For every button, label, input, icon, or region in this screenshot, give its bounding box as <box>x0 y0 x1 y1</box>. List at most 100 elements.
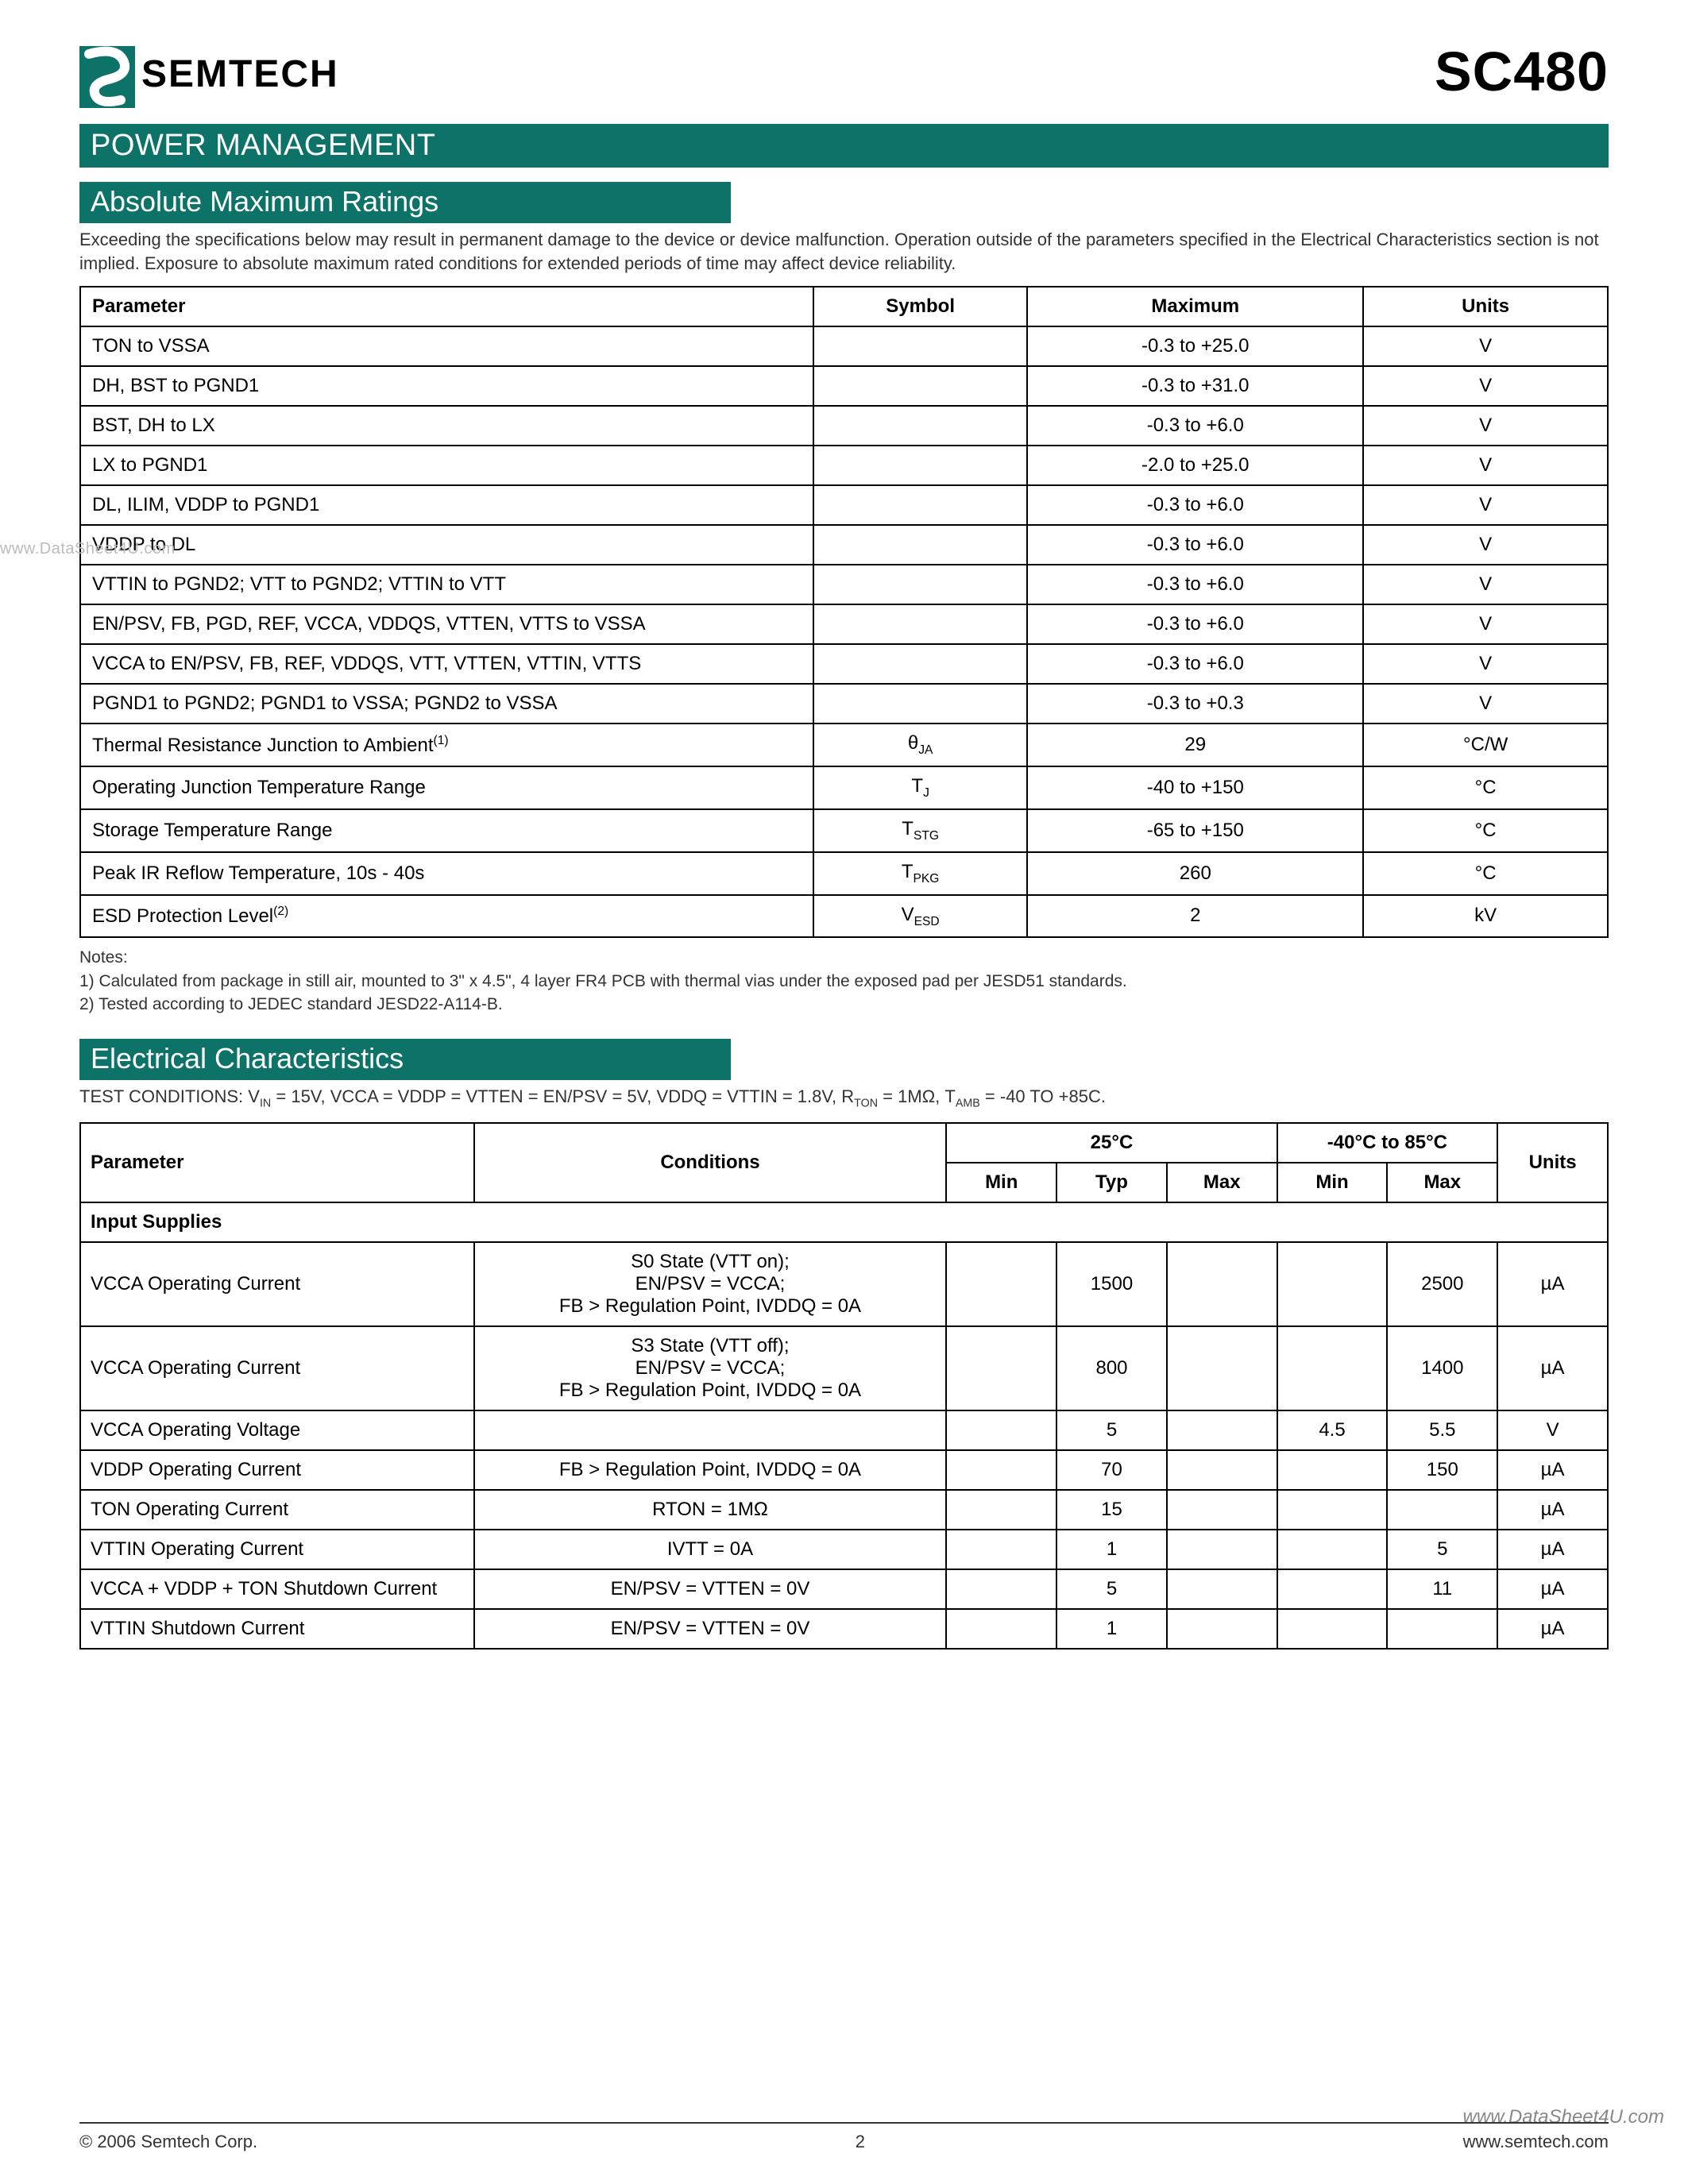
ec-min25-cell <box>946 1569 1056 1609</box>
ec-conditions-cell: FB > Regulation Point, IVDDQ = 0A <box>474 1450 947 1490</box>
amr-col-maximum: Maximum <box>1027 287 1363 326</box>
amr-max-cell: -0.3 to +6.0 <box>1027 485 1363 525</box>
ec-table: Parameter Conditions 25°C -40°C to 85°C … <box>79 1122 1609 1650</box>
ec-parameter-cell: VTTIN Shutdown Current <box>80 1609 474 1649</box>
amr-max-cell: -0.3 to +6.0 <box>1027 525 1363 565</box>
table-row: VDDP to DL-0.3 to +6.0V <box>80 525 1608 565</box>
amr-max-cell: -0.3 to +31.0 <box>1027 366 1363 406</box>
table-row: VCCA to EN/PSV, FB, REF, VDDQS, VTT, VTT… <box>80 644 1608 684</box>
ec-parameter-cell: VCCA Operating Current <box>80 1326 474 1410</box>
table-row: VTTIN to PGND2; VTT to PGND2; VTTIN to V… <box>80 565 1608 604</box>
ec-maxr-cell: 11 <box>1387 1569 1497 1609</box>
table-row: Peak IR Reflow Temperature, 10s - 40sTPK… <box>80 852 1608 895</box>
amr-units-cell: kV <box>1363 895 1608 938</box>
amr-units-cell: V <box>1363 446 1608 485</box>
footer-url: www.semtech.com <box>1463 2132 1609 2152</box>
ec-col-conditions: Conditions <box>474 1123 947 1202</box>
amr-units-cell: V <box>1363 604 1608 644</box>
amr-units-cell: V <box>1363 485 1608 525</box>
ec-col-25c: 25°C <box>946 1123 1277 1163</box>
amr-parameter-cell: VTTIN to PGND2; VTT to PGND2; VTTIN to V… <box>80 565 813 604</box>
ec-max25-cell <box>1167 1326 1277 1410</box>
ec-parameter-cell: TON Operating Current <box>80 1490 474 1530</box>
amr-units-cell: V <box>1363 326 1608 366</box>
ec-parameter-cell: VCCA Operating Voltage <box>80 1410 474 1450</box>
table-row: Operating Junction Temperature RangeTJ-4… <box>80 766 1608 809</box>
table-row: EN/PSV, FB, PGD, REF, VCCA, VDDQS, VTTEN… <box>80 604 1608 644</box>
amr-symbol-cell <box>813 565 1027 604</box>
ec-maxr-cell <box>1387 1490 1497 1530</box>
amr-parameter-cell: TON to VSSA <box>80 326 813 366</box>
ec-typ25-cell: 15 <box>1056 1490 1167 1530</box>
table-row: TON to VSSA-0.3 to +25.0V <box>80 326 1608 366</box>
ec-units-cell: V <box>1497 1410 1608 1450</box>
ec-header-row1: Parameter Conditions 25°C -40°C to 85°C … <box>80 1123 1608 1163</box>
amr-units-cell: V <box>1363 565 1608 604</box>
amr-parameter-cell: ESD Protection Level(2) <box>80 895 813 938</box>
ec-conditions-cell: EN/PSV = VTTEN = 0V <box>474 1569 947 1609</box>
table-row: VTTIN Operating CurrentIVTT = 0A15µA <box>80 1530 1608 1569</box>
table-row: TON Operating CurrentRTON = 1MΩ15µA <box>80 1490 1608 1530</box>
ec-conditions-cell: S3 State (VTT off);EN/PSV = VCCA;FB > Re… <box>474 1326 947 1410</box>
ec-col-parameter: Parameter <box>80 1123 474 1202</box>
ec-units-cell: µA <box>1497 1569 1608 1609</box>
ec-units-cell: µA <box>1497 1326 1608 1410</box>
table-row: DH, BST to PGND1-0.3 to +31.0V <box>80 366 1608 406</box>
ec-col-units: Units <box>1497 1123 1608 1202</box>
amr-symbol-cell <box>813 684 1027 723</box>
table-row: Storage Temperature RangeTSTG-65 to +150… <box>80 809 1608 852</box>
ec-max25-cell <box>1167 1569 1277 1609</box>
amr-col-symbol: Symbol <box>813 287 1027 326</box>
amr-col-parameter: Parameter <box>80 287 813 326</box>
amr-symbol-cell <box>813 485 1027 525</box>
amr-symbol-cell: θJA <box>813 723 1027 766</box>
amr-col-units: Units <box>1363 287 1608 326</box>
amr-units-cell: V <box>1363 406 1608 446</box>
ec-minr-cell <box>1277 1530 1388 1569</box>
ec-parameter-cell: VCCA + VDDP + TON Shutdown Current <box>80 1569 474 1609</box>
ec-max25-cell <box>1167 1450 1277 1490</box>
watermark-left: www.DataSheet4U.com <box>0 540 176 558</box>
ec-col-typ25: Typ <box>1056 1163 1167 1202</box>
amr-max-cell: -0.3 to +6.0 <box>1027 644 1363 684</box>
amr-units-cell: V <box>1363 684 1608 723</box>
ec-minr-cell <box>1277 1242 1388 1326</box>
ec-units-cell: µA <box>1497 1242 1608 1326</box>
amr-parameter-cell: Storage Temperature Range <box>80 809 813 852</box>
ec-conditions-cell: S0 State (VTT on);EN/PSV = VCCA;FB > Reg… <box>474 1242 947 1326</box>
amr-symbol-cell <box>813 604 1027 644</box>
ec-maxr-cell: 2500 <box>1387 1242 1497 1326</box>
ec-typ25-cell: 5 <box>1056 1569 1167 1609</box>
table-row: Thermal Resistance Junction to Ambient(1… <box>80 723 1608 766</box>
ec-minr-cell: 4.5 <box>1277 1410 1388 1450</box>
ec-col-range: -40°C to 85°C <box>1277 1123 1498 1163</box>
ec-minr-cell <box>1277 1569 1388 1609</box>
table-row: VCCA Operating CurrentS3 State (VTT off)… <box>80 1326 1608 1410</box>
amr-parameter-cell: VCCA to EN/PSV, FB, REF, VDDQS, VTT, VTT… <box>80 644 813 684</box>
amr-parameter-cell: BST, DH to LX <box>80 406 813 446</box>
ec-max25-cell <box>1167 1242 1277 1326</box>
company-name: SEMTECH <box>141 52 339 96</box>
ec-typ25-cell: 5 <box>1056 1410 1167 1450</box>
ec-parameter-cell: VTTIN Operating Current <box>80 1530 474 1569</box>
ec-max25-cell <box>1167 1609 1277 1649</box>
tc-body: = 15V, VCCA = VDDP = VTTEN = EN/PSV = 5V… <box>271 1086 854 1106</box>
amr-table: Parameter Symbol Maximum Units TON to VS… <box>79 286 1609 938</box>
ec-col-minr: Min <box>1277 1163 1388 1202</box>
ec-max25-cell <box>1167 1490 1277 1530</box>
ec-conditions-cell: RTON = 1MΩ <box>474 1490 947 1530</box>
amr-max-cell: -0.3 to +6.0 <box>1027 406 1363 446</box>
amr-parameter-cell: DH, BST to PGND1 <box>80 366 813 406</box>
amr-max-cell: -65 to +150 <box>1027 809 1363 852</box>
amr-symbol-cell <box>813 326 1027 366</box>
amr-units-cell: V <box>1363 644 1608 684</box>
ec-min25-cell <box>946 1450 1056 1490</box>
ec-conditions-cell <box>474 1410 947 1450</box>
notes-label: Notes: <box>79 946 1609 969</box>
part-number: SC480 <box>1435 40 1609 103</box>
ec-col-maxr: Max <box>1387 1163 1497 1202</box>
footer-copyright: © 2006 Semtech Corp. <box>79 2132 257 2152</box>
ec-minr-cell <box>1277 1609 1388 1649</box>
ec-minr-cell <box>1277 1450 1388 1490</box>
amr-intro: Exceeding the specifications below may r… <box>79 228 1609 275</box>
